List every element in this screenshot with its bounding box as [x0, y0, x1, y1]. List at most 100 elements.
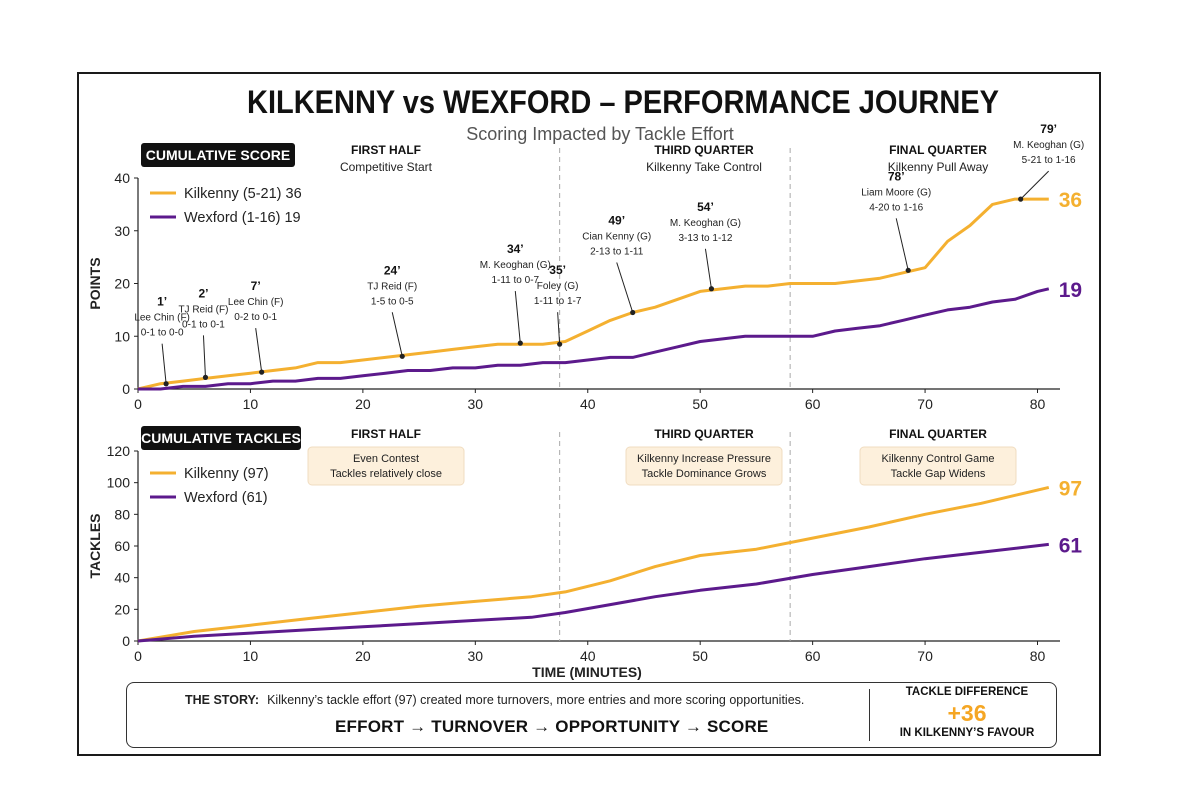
x-tick-label: 60	[805, 648, 821, 664]
annotation-player: Cian Kenny (G)	[582, 232, 651, 243]
x-tick-label: 0	[134, 396, 142, 412]
phase-note: Tackles relatively close	[330, 468, 442, 480]
annotation-dot	[399, 353, 405, 359]
panel-label: CUMULATIVE SCORE	[146, 147, 290, 163]
annotation-leader	[704, 248, 712, 289]
annotation-dot	[163, 381, 169, 387]
story-flow: EFFORT → TURNOVER → OPPORTUNITY → SCORE	[335, 717, 769, 736]
series-end-label: 19	[1059, 279, 1082, 302]
annotation-player: M. Keoghan (G)	[670, 218, 741, 229]
y-tick-label: 10	[114, 328, 130, 344]
y-tick-label: 40	[114, 170, 130, 186]
annotation-dot	[905, 267, 911, 273]
annotation-score: 0-1 to 0-1	[182, 319, 225, 330]
story-divider	[869, 689, 870, 741]
series-line-kilkenny	[137, 485, 1050, 643]
x-tick-label: 20	[355, 396, 371, 412]
annotation-dot	[202, 374, 209, 380]
annotation-dot	[630, 309, 636, 316]
phase-title: FIRST HALF	[351, 143, 421, 157]
annotation-dot	[557, 341, 563, 347]
annotation-leader	[895, 218, 909, 271]
phase-subtitle: Competitive Start	[340, 160, 433, 174]
series-end-label: 36	[1059, 189, 1082, 212]
x-tick-label: 50	[692, 648, 708, 664]
legend-label: Kilkenny (97)	[184, 466, 269, 482]
x-tick-label: 80	[1030, 648, 1046, 664]
x-tick-label: 30	[468, 396, 484, 412]
phase-title: FINAL QUARTER	[889, 143, 987, 157]
y-tick-label: 40	[114, 570, 130, 586]
annotation-score: 0-1 to 0-0	[141, 328, 184, 339]
annotation-dot	[517, 340, 523, 346]
page-subtitle: Scoring Impacted by Tackle Effort	[466, 124, 733, 144]
y-tick-label: 60	[114, 538, 130, 554]
annotation-leader	[255, 328, 263, 373]
annotation-leader	[202, 335, 206, 378]
annotation-score: 0-2 to 0-1	[234, 312, 277, 323]
x-tick-label: 10	[243, 648, 259, 664]
x-tick-label: 40	[580, 648, 596, 664]
x-tick-label: 70	[917, 648, 933, 664]
annotation-minute: 35’	[549, 263, 566, 277]
y-tick-label: 0	[122, 633, 130, 649]
phase-subtitle: Kilkenny Pull Away	[888, 160, 989, 174]
y-tick-label: 80	[114, 506, 130, 522]
x-tick-label: 0	[134, 648, 142, 664]
annotation-minute: 54’	[697, 200, 714, 214]
phase-title: THIRD QUARTER	[654, 143, 754, 157]
annotation-minute: 78’	[888, 169, 905, 183]
legend-label: Wexford (1-16) 19	[184, 210, 301, 226]
annotation-dot	[1018, 196, 1024, 202]
annotation-minute: 7’	[251, 279, 261, 293]
y-tick-label: 30	[114, 223, 130, 239]
legend-label: Kilkenny (5-21) 36	[184, 186, 302, 202]
y-axis-label: TACKLES	[87, 513, 103, 578]
panel-label-box	[141, 143, 295, 167]
annotation-minute: 1’	[157, 295, 167, 309]
series-line-wexford	[138, 287, 1050, 391]
phase-subtitle: Kilkenny Take Control	[646, 160, 762, 174]
annotation-player: Lee Chin (F)	[134, 313, 190, 324]
annotation-score: 1-5 to 0-5	[371, 296, 414, 307]
x-tick-label: 80	[1030, 396, 1046, 412]
annotation-score: 2-13 to 1-11	[590, 247, 644, 258]
annotation-score: 1-11 to 1-7	[534, 296, 582, 307]
x-axis-label: TIME (MINUTES)	[532, 664, 642, 680]
story-label: THE STORY:	[185, 693, 260, 707]
y-tick-label: 20	[114, 601, 130, 617]
x-tick-label: 60	[805, 396, 821, 412]
annotation-minute: 2’	[198, 286, 208, 300]
phase-note: Tackle Gap Widens	[891, 468, 986, 480]
annotation-minute: 49’	[608, 214, 625, 228]
annotation-leader	[1020, 170, 1049, 200]
phase-note: Kilkenny Control Game	[881, 453, 994, 465]
annotation-score: 3-13 to 1-12	[678, 233, 732, 244]
annotation-player: M. Keoghan (G)	[1013, 140, 1084, 151]
tackle-difference-label: TACKLE DIFFERENCE	[905, 686, 1029, 698]
series-end-label: 61	[1059, 534, 1083, 557]
annotation-score: 1-11 to 0-7	[491, 275, 539, 286]
phase-title: FINAL QUARTER	[889, 427, 987, 441]
annotation-player: Foley (G)	[537, 281, 579, 292]
x-tick-label: 30	[468, 648, 484, 664]
x-tick-label: 50	[692, 396, 708, 412]
x-tick-label: 70	[917, 396, 933, 412]
annotation-player: TJ Reid (F)	[178, 304, 228, 315]
annotation-leader	[391, 312, 403, 357]
series-line-wexford	[137, 542, 1049, 643]
y-tick-label: 100	[107, 475, 131, 491]
annotation-minute: 24’	[384, 263, 401, 277]
phase-note-box	[625, 446, 783, 486]
annotation-minute: 34’	[507, 242, 524, 256]
story-body: Kilkenny’s tackle effort (97) created mo…	[267, 693, 805, 707]
annotation-score: 5-21 to 1-16	[1022, 155, 1076, 166]
annotation-leader	[514, 291, 521, 344]
x-tick-label: 10	[243, 396, 259, 412]
annotation-dot	[259, 369, 265, 375]
panel-label: CUMULATIVE TACKLES	[141, 430, 301, 446]
y-tick-label: 20	[114, 276, 130, 292]
annotation-leader	[616, 262, 634, 313]
phase-title: FIRST HALF	[351, 427, 421, 441]
